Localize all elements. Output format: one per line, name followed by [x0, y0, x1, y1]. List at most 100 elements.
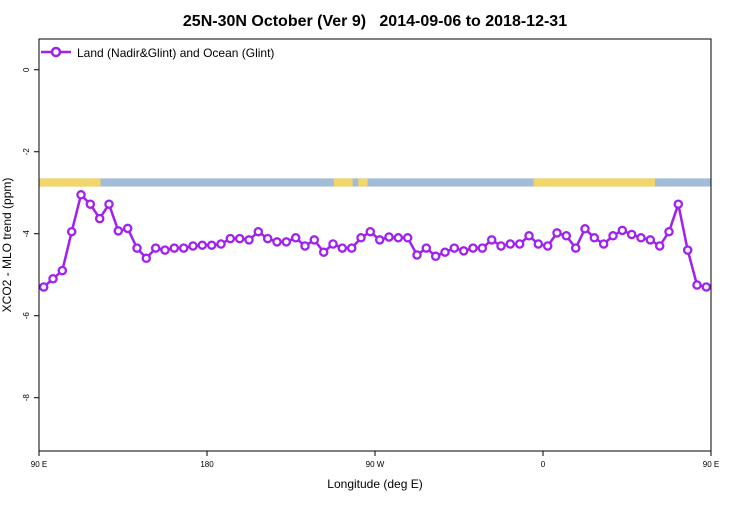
data-point	[552, 228, 562, 238]
y-tick-label: -6	[22, 312, 31, 320]
data-point	[328, 239, 338, 249]
legend-label: Land (Nadir&Glint) and Ocean (Glint)	[77, 46, 274, 60]
y-tick-label: -8	[22, 394, 31, 402]
data-point	[412, 250, 422, 260]
data-point	[374, 235, 385, 245]
data-point	[701, 282, 711, 292]
data-point	[122, 223, 133, 234]
data-point	[673, 199, 684, 209]
x-tick-label: 90 E	[31, 460, 47, 469]
data-point	[682, 245, 693, 255]
data-point	[104, 199, 114, 209]
data-point	[617, 225, 628, 236]
data-point	[300, 241, 310, 251]
data-point	[188, 241, 198, 251]
data-point	[365, 226, 376, 237]
x-tick-label: 90 E	[703, 460, 719, 469]
data-point	[113, 226, 124, 236]
data-point	[402, 233, 413, 243]
data-point	[141, 253, 152, 264]
land-segment	[711, 178, 750, 186]
data-point	[160, 245, 170, 255]
data-point	[561, 231, 572, 241]
data-point	[645, 235, 656, 245]
data-point	[449, 243, 460, 253]
data-point	[66, 226, 77, 237]
ocean-band	[39, 178, 711, 187]
x-tick-label: 180	[200, 460, 214, 469]
data-point	[216, 239, 226, 249]
data-point	[356, 233, 366, 243]
data-point	[636, 233, 646, 243]
data-point	[486, 235, 497, 245]
data-point	[421, 243, 432, 253]
data-point	[430, 251, 441, 262]
land-ocean-strip	[39, 178, 750, 187]
data-point	[281, 237, 292, 247]
data-point	[290, 233, 301, 243]
data-point	[234, 233, 245, 244]
x-axis-label: Longitude (deg E)	[327, 477, 422, 491]
land-segment	[358, 178, 368, 187]
data-point	[253, 226, 264, 237]
data-point	[598, 239, 609, 249]
data-point	[346, 243, 357, 253]
data-point	[48, 274, 58, 284]
data-point	[608, 231, 618, 241]
data-point	[206, 240, 217, 250]
data-point	[477, 243, 488, 253]
legend: Land (Nadir&Glint) and Ocean (Glint)	[41, 46, 274, 60]
data-point	[262, 233, 273, 244]
data-point	[533, 239, 544, 249]
data-point	[178, 243, 189, 253]
land-segment	[39, 178, 101, 187]
data-point	[542, 241, 553, 251]
land-segment	[333, 178, 353, 187]
data-point	[692, 280, 702, 290]
data-point	[309, 235, 320, 245]
y-tick-label: 0	[22, 67, 31, 72]
data-point	[94, 213, 105, 224]
data-point	[272, 237, 282, 247]
x-tick-label: 90 W	[366, 460, 385, 469]
x-tick-label: 0	[541, 460, 546, 469]
data-point	[589, 233, 600, 243]
data-point	[244, 235, 254, 245]
data-point	[654, 241, 665, 251]
y-axis-label: XCO2 - MLO trend (ppm)	[0, 178, 14, 313]
legend-marker	[50, 46, 62, 58]
series-layer	[39, 190, 711, 292]
data-point	[197, 240, 208, 250]
data-point	[39, 282, 49, 292]
data-point	[524, 231, 534, 241]
data-point	[570, 243, 581, 253]
y-tick-label: -2	[22, 148, 31, 156]
data-point	[384, 232, 394, 242]
chart-title: 25N-30N October (Ver 9) 2014-09-06 to 20…	[183, 13, 567, 30]
data-point	[169, 243, 180, 253]
data-point	[505, 239, 516, 249]
data-point	[150, 243, 161, 253]
data-point	[76, 190, 86, 200]
data-point	[57, 265, 68, 276]
y-tick-label: -4	[22, 230, 31, 238]
axis-ticks: 90 E 180 90 W 0 90 E 0 -2 -4 -6 -8	[22, 67, 719, 469]
data-point	[514, 239, 525, 249]
data-point	[664, 226, 674, 237]
data-point	[626, 229, 637, 240]
data-point	[393, 233, 404, 243]
data-point	[458, 246, 469, 256]
data-point	[132, 243, 142, 253]
data-point	[85, 199, 96, 209]
data-point	[440, 247, 450, 257]
plot-frame	[38, 38, 712, 452]
land-segment	[533, 178, 655, 187]
data-point	[225, 233, 236, 244]
data-point	[580, 224, 590, 234]
data-point	[337, 243, 348, 253]
data-point	[496, 241, 506, 251]
data-point	[318, 247, 329, 257]
data-point	[468, 243, 478, 253]
